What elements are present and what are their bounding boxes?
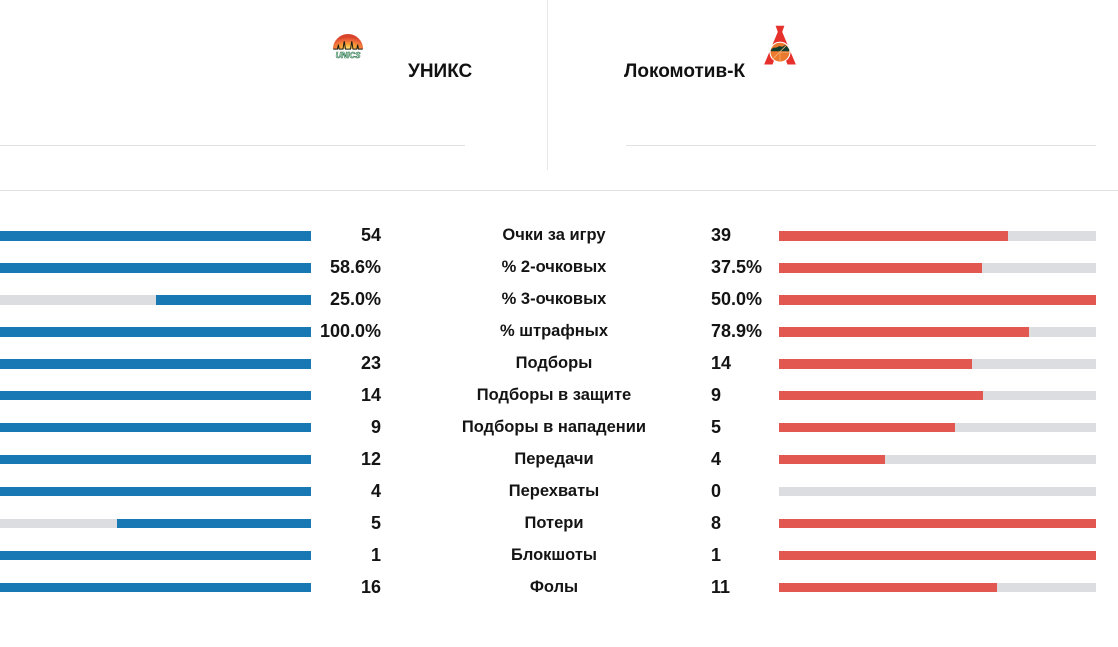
svg-text:UNICS: UNICS <box>336 51 361 60</box>
